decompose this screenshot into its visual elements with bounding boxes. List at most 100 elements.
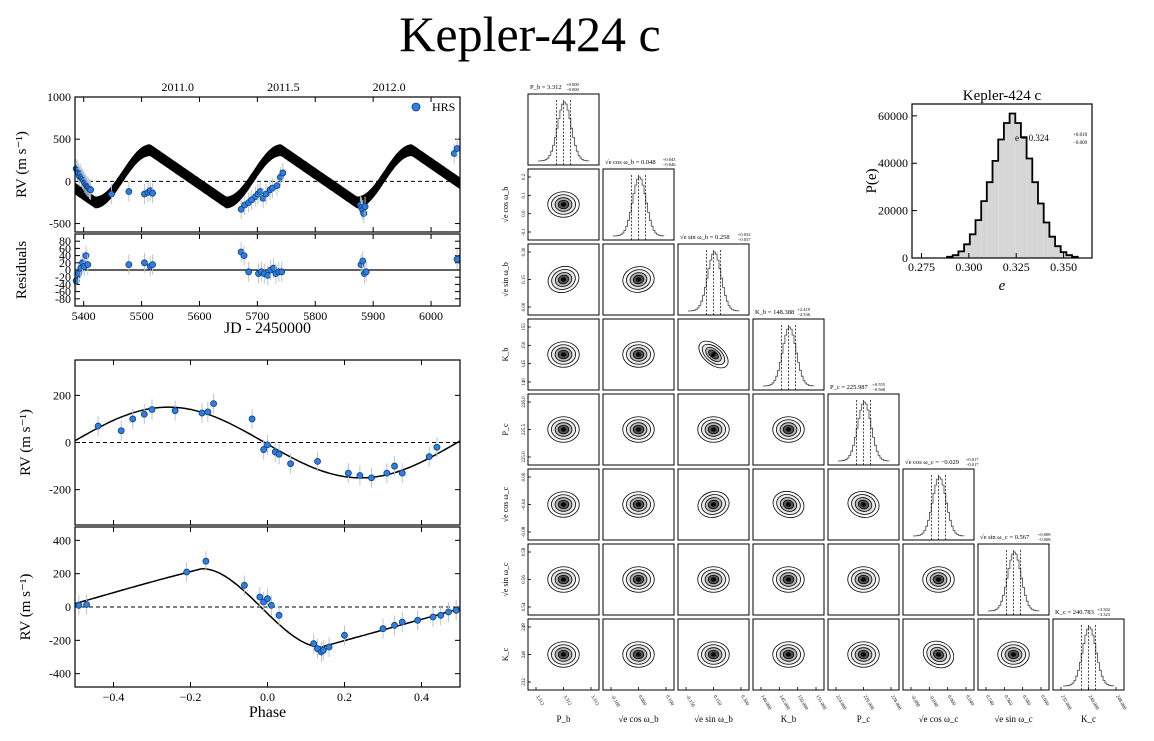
marginal-summary: K_c = 240.783: [1055, 609, 1094, 616]
x-tick-label: 0.300: [739, 695, 749, 708]
contour-group: [847, 566, 880, 593]
x-tick-label: -0.150: [684, 695, 695, 709]
density-core: [860, 502, 867, 507]
y-tick-label: -200: [49, 633, 71, 647]
histogram-bar: [1038, 203, 1044, 258]
density-core: [710, 577, 717, 582]
x-tick-label: 232.000: [1059, 695, 1072, 712]
data-point: [453, 145, 461, 152]
x-tick-label: 0.150: [712, 695, 722, 708]
x-tick-label: 150.000: [796, 695, 809, 712]
marginal-sup: +0.017: [966, 457, 979, 462]
y-axis-label: √e sin ω_b: [501, 262, 510, 297]
y-axis-label: RV (m s⁻¹): [18, 409, 34, 476]
x-axis-label: √e sin ω_c: [994, 714, 1032, 724]
x-tick-label: −0.2: [180, 690, 202, 704]
contour-group: [547, 341, 580, 368]
data-point: [202, 557, 210, 565]
x-tick-label: 240.000: [1087, 695, 1100, 712]
y-tick-label: 145: [522, 359, 527, 367]
histogram-bar: [1015, 122, 1021, 258]
data-point: [429, 613, 437, 621]
plot-frame: [74, 359, 461, 526]
density-core: [635, 502, 642, 507]
contour-group: [697, 491, 730, 518]
data-point: [117, 427, 125, 435]
contour-group: [997, 641, 1030, 668]
x-tick-label: 0.2: [337, 690, 352, 704]
density-core: [710, 427, 717, 432]
data-point: [356, 472, 364, 479]
data-point: [433, 443, 441, 451]
x-tick-label: 0.0: [260, 690, 275, 704]
histogram-bar: [1003, 122, 1010, 258]
density-core: [560, 202, 567, 207]
x-axis-label: √e cos ω_b: [618, 714, 659, 724]
histogram-bar: [986, 182, 993, 258]
histogram-bar: [969, 234, 976, 258]
density-core: [1010, 652, 1017, 657]
x-tick-label: −0.4: [103, 690, 125, 704]
contour-group: [772, 416, 805, 443]
y-tick-label: 0: [65, 436, 71, 450]
y-tick-label: -60: [55, 285, 71, 299]
x-axis-label: P_c: [857, 714, 871, 724]
data-point: [83, 601, 90, 608]
x-tick-label: 155.000: [814, 695, 827, 712]
marginal-summary: √e cos ω_c = −0.029: [905, 458, 959, 466]
x-axis-label: Phase: [249, 704, 286, 721]
y-axis-label: P(e): [864, 169, 880, 194]
density-core: [635, 277, 642, 282]
contour-group: [697, 641, 730, 668]
y-tick-label: -200: [49, 483, 71, 497]
marginal-summary: K_b = 148.388: [755, 309, 794, 316]
contour-group: [697, 416, 730, 443]
annotation: e = 0.324: [1015, 133, 1049, 143]
y-axis-label: K_c: [501, 647, 510, 661]
y-tick-label: 240: [522, 650, 527, 658]
data-point: [75, 601, 83, 609]
y-tick-label: 1000: [47, 90, 71, 104]
x-tick-label: 226.000: [862, 695, 875, 712]
y-tick-label: -0.04: [522, 499, 527, 510]
y-tick-label: 0.30: [522, 247, 527, 256]
density-core: [560, 277, 567, 282]
data-point: [264, 595, 271, 603]
y-tick-label: 0.2: [522, 173, 527, 180]
x-tick-label: 0.000: [637, 695, 647, 708]
x-tick-label: 6000: [419, 309, 443, 323]
plot-frame: [74, 96, 461, 233]
data-point: [264, 441, 271, 449]
marginal-sup: +0.008: [1038, 532, 1051, 537]
density-core: [710, 502, 717, 507]
contour-group: [772, 490, 805, 519]
marginal-sub: −0.037: [738, 237, 751, 242]
y-tick-label: 20000: [878, 204, 908, 218]
y-tick-label: 0: [902, 251, 908, 265]
marginal-summary: √e cos ω_b = 0.048: [605, 158, 656, 166]
histogram-bar: [964, 244, 970, 258]
data-point: [379, 625, 387, 633]
data-point: [267, 601, 275, 609]
data-point: [183, 568, 191, 576]
contour-group: [698, 340, 729, 369]
x-axis-label: e: [999, 278, 1006, 294]
contour-group: [622, 566, 655, 593]
data-point: [198, 409, 206, 417]
marginal-sup: +0.000: [566, 82, 579, 87]
density-core: [635, 352, 642, 357]
data-point: [391, 621, 398, 629]
histogram-bar: [952, 255, 959, 258]
y-tick-label: 225.5: [522, 423, 527, 435]
y-tick-label: 248: [522, 623, 527, 631]
x-tick-label: 5400: [72, 309, 96, 323]
data-point: [84, 261, 92, 269]
data-point: [125, 261, 133, 269]
data-point: [325, 643, 333, 651]
y-tick-label: -0.1: [522, 228, 527, 236]
y-tick-label: 200: [53, 388, 71, 402]
y-tick-label: 0.00: [522, 302, 527, 311]
rv-timeseries-panel: -500 0 500 1000 RV (m s⁻¹) 2011.0 2011.5 2012.0…: [14, 80, 461, 337]
y-tick-label: 40: [59, 249, 71, 263]
contour-group: [547, 191, 580, 218]
